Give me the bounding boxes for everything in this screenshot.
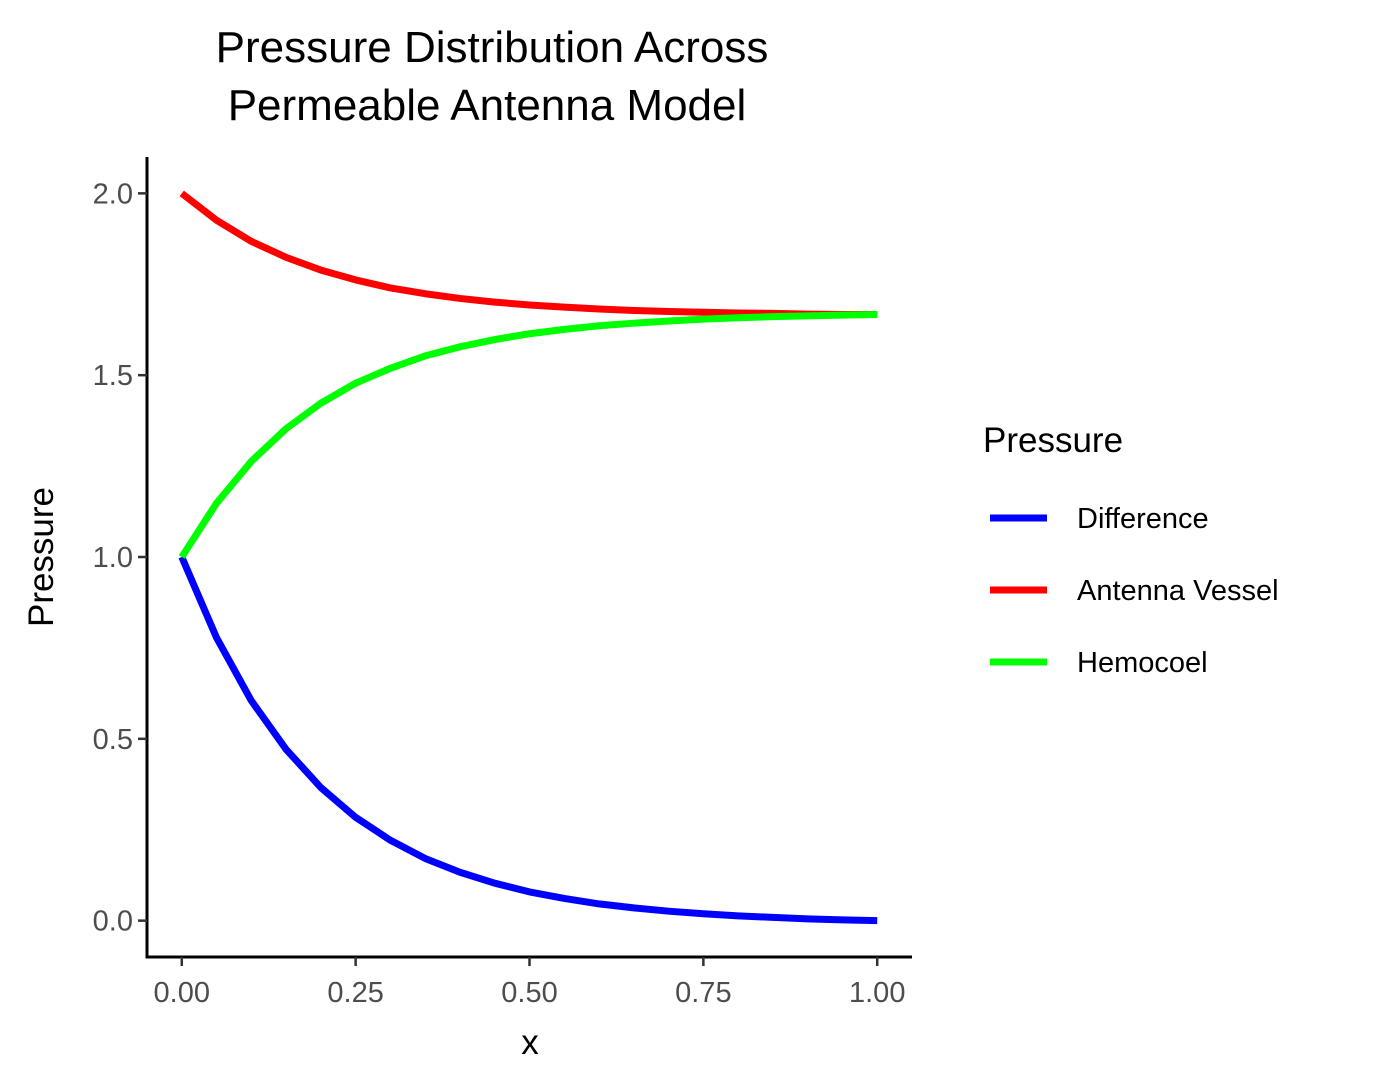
y-tick-label: 1.5 — [93, 360, 133, 392]
x-tick-label: 0.00 — [154, 977, 210, 1009]
y-tick-label: 2.0 — [93, 178, 133, 210]
legend: Pressure Difference Antenna Vessel Hemocoe… — [983, 421, 1279, 679]
y-axis-title: Pressure — [22, 487, 61, 627]
legend-label: Difference — [1077, 503, 1209, 535]
y-tick-label: 1.0 — [93, 542, 133, 574]
series-line-difference — [178, 555, 878, 925]
y-tick-label: 0.0 — [93, 906, 133, 938]
legend-label: Antenna Vessel — [1077, 575, 1279, 607]
x-axis-title: x — [521, 1023, 539, 1062]
series-line-antenna-vessel — [179, 190, 878, 318]
legend-label: Hemocoel — [1077, 647, 1208, 679]
legend-title: Pressure — [983, 421, 1123, 460]
plot-area — [178, 190, 878, 925]
chart-title-line-1: Pressure Distribution Across — [216, 23, 769, 72]
chart-title-line-2: Permeable Antenna Model — [228, 81, 747, 130]
axes: 0.0 0.5 1.0 1.5 2.0 0.00 0.25 0.50 0.75 1.00 — [93, 157, 912, 1009]
x-tick-label: 0.50 — [501, 977, 557, 1009]
x-tick-label: 1.00 — [849, 977, 905, 1009]
x-tick-label: 0.25 — [327, 977, 383, 1009]
x-tick-label: 0.75 — [675, 977, 731, 1009]
series-line-hemocoel — [178, 310, 878, 559]
y-tick-label: 0.5 — [93, 724, 133, 756]
